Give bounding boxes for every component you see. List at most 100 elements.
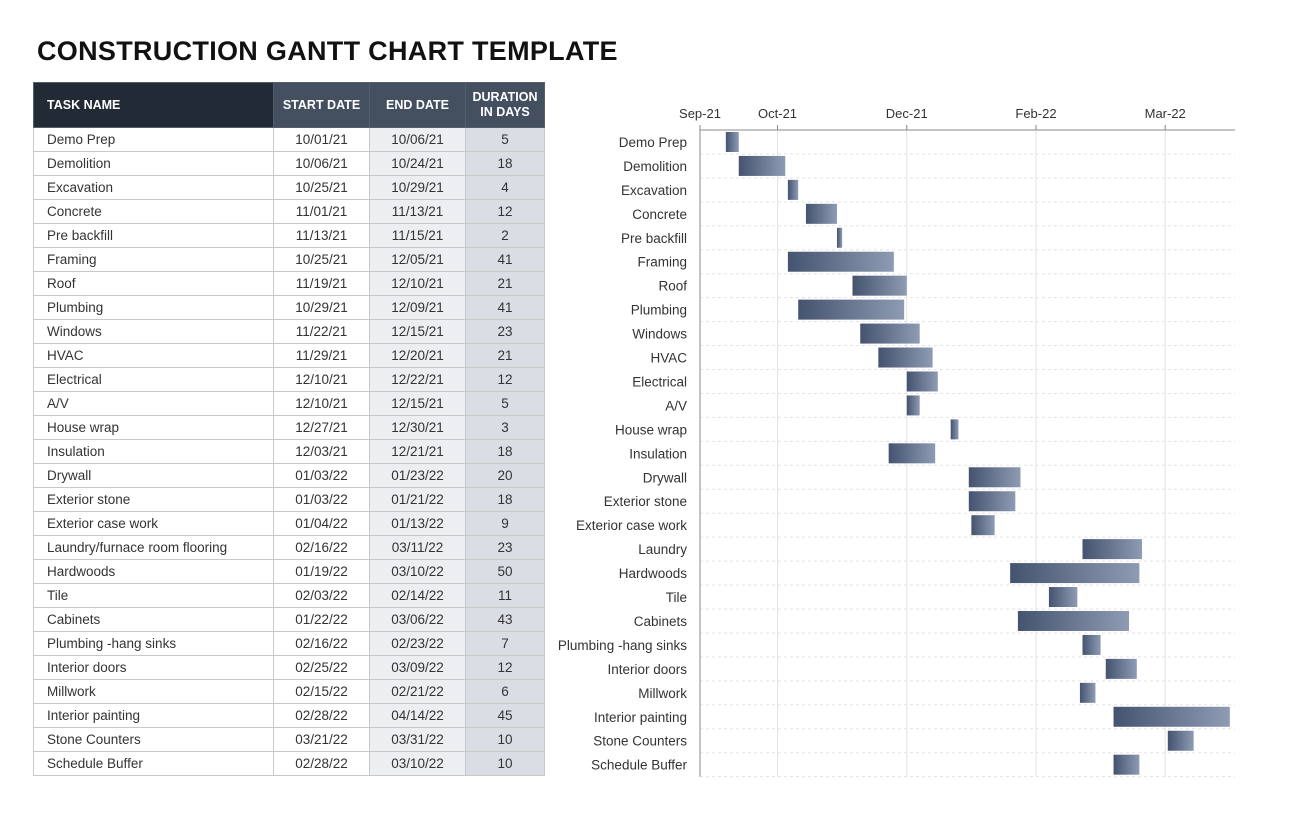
gantt-bar	[860, 323, 920, 344]
category-label: Stone Counters	[593, 734, 687, 749]
category-label: Millwork	[638, 686, 687, 701]
x-tick-label: Dec-21	[886, 106, 928, 121]
start-date-cell: 10/25/21	[273, 247, 370, 272]
start-date-cell: 01/19/22	[273, 559, 370, 584]
end-date-cell: 02/14/22	[369, 583, 466, 608]
duration-cell: 18	[465, 151, 545, 176]
start-date-cell: 11/01/21	[273, 199, 370, 224]
duration-cell: 5	[465, 127, 545, 152]
category-label: Plumbing -hang sinks	[558, 638, 687, 653]
duration-cell: 21	[465, 343, 545, 368]
start-date-cell: 12/10/21	[273, 391, 370, 416]
end-date-cell: 04/14/22	[369, 703, 466, 728]
table-row: Roof 11/19/21 12/10/21 21	[33, 271, 545, 296]
duration-cell: 7	[465, 631, 545, 656]
table-row: Stone Counters 03/21/22 03/31/22 10	[33, 727, 545, 752]
gantt-bar	[805, 203, 837, 224]
end-date-cell: 12/10/21	[369, 271, 466, 296]
duration-cell: 12	[465, 199, 545, 224]
table-row: Plumbing 10/29/21 12/09/21 41	[33, 295, 545, 320]
task-name-cell: Excavation	[33, 175, 274, 200]
start-date-cell: 03/21/22	[273, 727, 370, 752]
duration-cell: 2	[465, 223, 545, 248]
category-label: Excavation	[621, 183, 687, 198]
gantt-bar	[787, 179, 799, 200]
end-date-cell: 12/20/21	[369, 343, 466, 368]
table-row: Exterior stone 01/03/22 01/21/22 18	[33, 487, 545, 512]
header-duration-line2: IN DAYS	[480, 105, 530, 119]
duration-cell: 3	[465, 415, 545, 440]
x-tick-label: Oct-21	[758, 106, 797, 121]
gantt-bar	[852, 275, 907, 296]
end-date-cell: 11/13/21	[369, 199, 466, 224]
category-label: A/V	[665, 398, 687, 413]
table-row: Tile 02/03/22 02/14/22 11	[33, 583, 545, 608]
start-date-cell: 02/16/22	[273, 631, 370, 656]
start-date-cell: 02/03/22	[273, 583, 370, 608]
task-name-cell: Tile	[33, 583, 274, 608]
end-date-cell: 02/23/22	[369, 631, 466, 656]
duration-cell: 45	[465, 703, 545, 728]
table-row: Excavation 10/25/21 10/29/21 4	[33, 175, 545, 200]
category-label: Cabinets	[634, 614, 688, 629]
end-date-cell: 12/05/21	[369, 247, 466, 272]
gantt-bar	[836, 227, 843, 248]
category-label: HVAC	[650, 351, 687, 366]
start-date-cell: 02/16/22	[273, 535, 370, 560]
category-label: Roof	[658, 279, 687, 294]
task-name-cell: Demolition	[33, 151, 274, 176]
end-date-cell: 02/21/22	[369, 679, 466, 704]
header-end-date: END DATE	[369, 82, 466, 128]
table-header-row: TASK NAME START DATE END DATE DURATION IN…	[33, 82, 545, 128]
end-date-cell: 03/11/22	[369, 535, 466, 560]
duration-cell: 12	[465, 367, 545, 392]
gantt-chart: Sep-21 Oct-21 Dec-21 Feb-22 Mar-22 Demo Prep D…	[558, 106, 1235, 778]
task-name-cell: Concrete	[33, 199, 274, 224]
end-date-cell: 12/09/21	[369, 295, 466, 320]
start-date-cell: 11/13/21	[273, 223, 370, 248]
page-title: CONSTRUCTION GANTT CHART TEMPLATE	[37, 36, 618, 66]
start-date-cell: 12/10/21	[273, 367, 370, 392]
category-label: Framing	[637, 255, 687, 270]
gantt-bar	[1017, 610, 1130, 631]
task-name-cell: Roof	[33, 271, 274, 296]
task-name-cell: Pre backfill	[33, 223, 274, 248]
gantt-bar	[971, 515, 995, 536]
table-row: Plumbing -hang sinks 02/16/22 02/23/22 7	[33, 631, 545, 656]
category-label: Schedule Buffer	[591, 758, 687, 773]
end-date-cell: 12/22/21	[369, 367, 466, 392]
task-name-cell: Demo Prep	[33, 127, 274, 152]
end-date-cell: 12/30/21	[369, 415, 466, 440]
header-task-name: TASK NAME	[33, 82, 274, 128]
gantt-bar	[950, 419, 959, 440]
table-row: Demo Prep 10/01/21 10/06/21 5	[33, 127, 545, 152]
category-label: Exterior stone	[604, 494, 687, 509]
duration-cell: 10	[465, 751, 545, 776]
gantt-bar	[725, 131, 739, 152]
x-tick-label: Mar-22	[1145, 106, 1186, 121]
task-name-cell: Millwork	[33, 679, 274, 704]
end-date-cell: 01/23/22	[369, 463, 466, 488]
duration-cell: 18	[465, 487, 545, 512]
end-date-cell: 10/06/21	[369, 127, 466, 152]
category-label: Demolition	[623, 159, 687, 174]
duration-cell: 23	[465, 535, 545, 560]
end-date-cell: 10/29/21	[369, 175, 466, 200]
x-tick-label: Sep-21	[679, 106, 721, 121]
gantt-bar	[738, 155, 786, 176]
task-name-cell: Exterior case work	[33, 511, 274, 536]
task-name-cell: Plumbing	[33, 295, 274, 320]
category-label: Pre backfill	[621, 231, 687, 246]
start-date-cell: 01/04/22	[273, 511, 370, 536]
category-label: Drywall	[643, 470, 687, 485]
task-name-cell: Framing	[33, 247, 274, 272]
gantt-bar	[888, 443, 936, 464]
table-row: Cabinets 01/22/22 03/06/22 43	[33, 607, 545, 632]
task-name-cell: Cabinets	[33, 607, 274, 632]
start-date-cell: 01/22/22	[273, 607, 370, 632]
end-date-cell: 12/15/21	[369, 391, 466, 416]
task-name-cell: Interior doors	[33, 655, 274, 680]
table-body: Demo Prep 10/01/21 10/06/21 5 Demolition 10/0…	[33, 127, 545, 776]
category-label: Interior painting	[594, 710, 687, 725]
table-row: Concrete 11/01/21 11/13/21 12	[33, 199, 545, 224]
